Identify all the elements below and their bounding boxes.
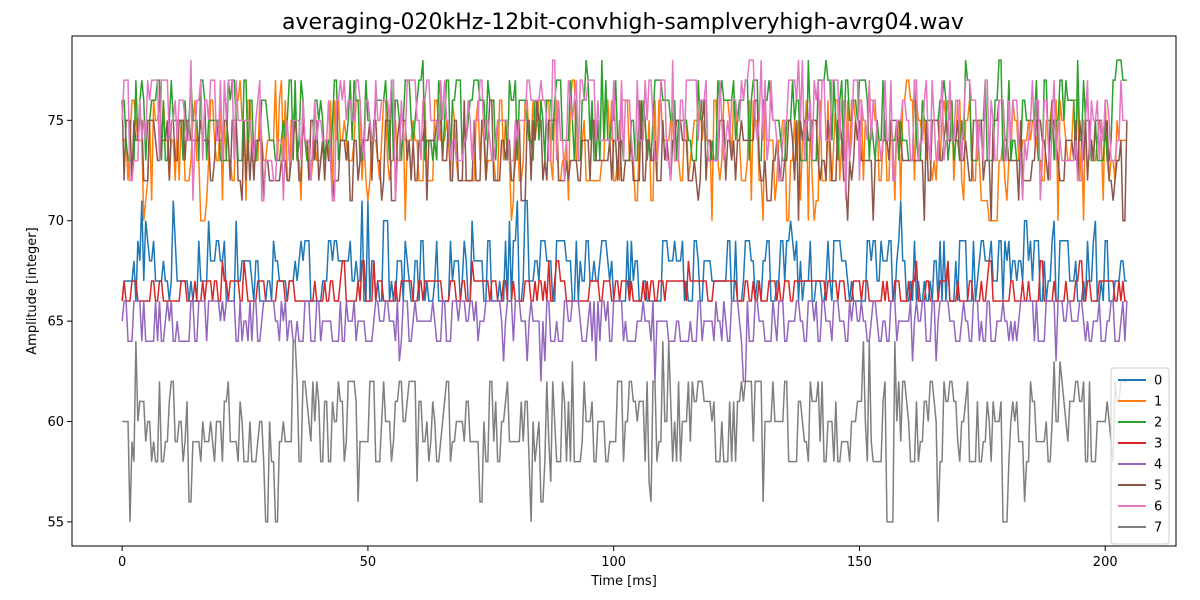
x-tick-label: 100 [601, 555, 626, 570]
series-4-line [121, 300, 1128, 383]
y-tick-label: 55 [47, 515, 64, 530]
legend-label-0: 0 [1154, 374, 1162, 389]
series-5-line [121, 99, 1128, 222]
legend-label-2: 2 [1154, 416, 1162, 431]
plot-area [71, 35, 1177, 547]
legend-label-3: 3 [1154, 437, 1162, 452]
legend-label-5: 5 [1154, 479, 1162, 494]
y-tick-label: 70 [47, 214, 64, 229]
legend-label-6: 6 [1154, 500, 1162, 515]
series-7-line [122, 340, 1127, 523]
x-tick-label: 50 [360, 555, 377, 570]
series-6-line [121, 59, 1127, 202]
legend-label-7: 7 [1154, 521, 1162, 536]
x-axis: 0 50 100 150 200 [118, 546, 1118, 570]
y-axis: 55 60 65 70 75 [47, 114, 72, 530]
series-layer [121, 59, 1128, 523]
y-tick-label: 60 [47, 415, 64, 430]
legend: 0 1 2 3 4 5 6 7 [1110, 367, 1170, 545]
legend-label-1: 1 [1154, 395, 1162, 410]
y-tick-label: 65 [47, 315, 64, 330]
plot-frame [71, 35, 1177, 547]
legend-label-4: 4 [1154, 458, 1162, 473]
x-tick-label: 150 [847, 555, 872, 570]
y-tick-label: 75 [47, 114, 64, 129]
x-tick-label: 0 [118, 555, 126, 570]
x-tick-label: 200 [1093, 555, 1118, 570]
chart-title: averaging-020kHz-12bit-convhigh-samplver… [282, 10, 964, 35]
legend-box [1110, 367, 1170, 545]
y-axis-label: Amplitude [integer] [25, 227, 40, 354]
x-axis-label: Time [ms] [590, 574, 657, 589]
series-3-line [121, 260, 1127, 302]
